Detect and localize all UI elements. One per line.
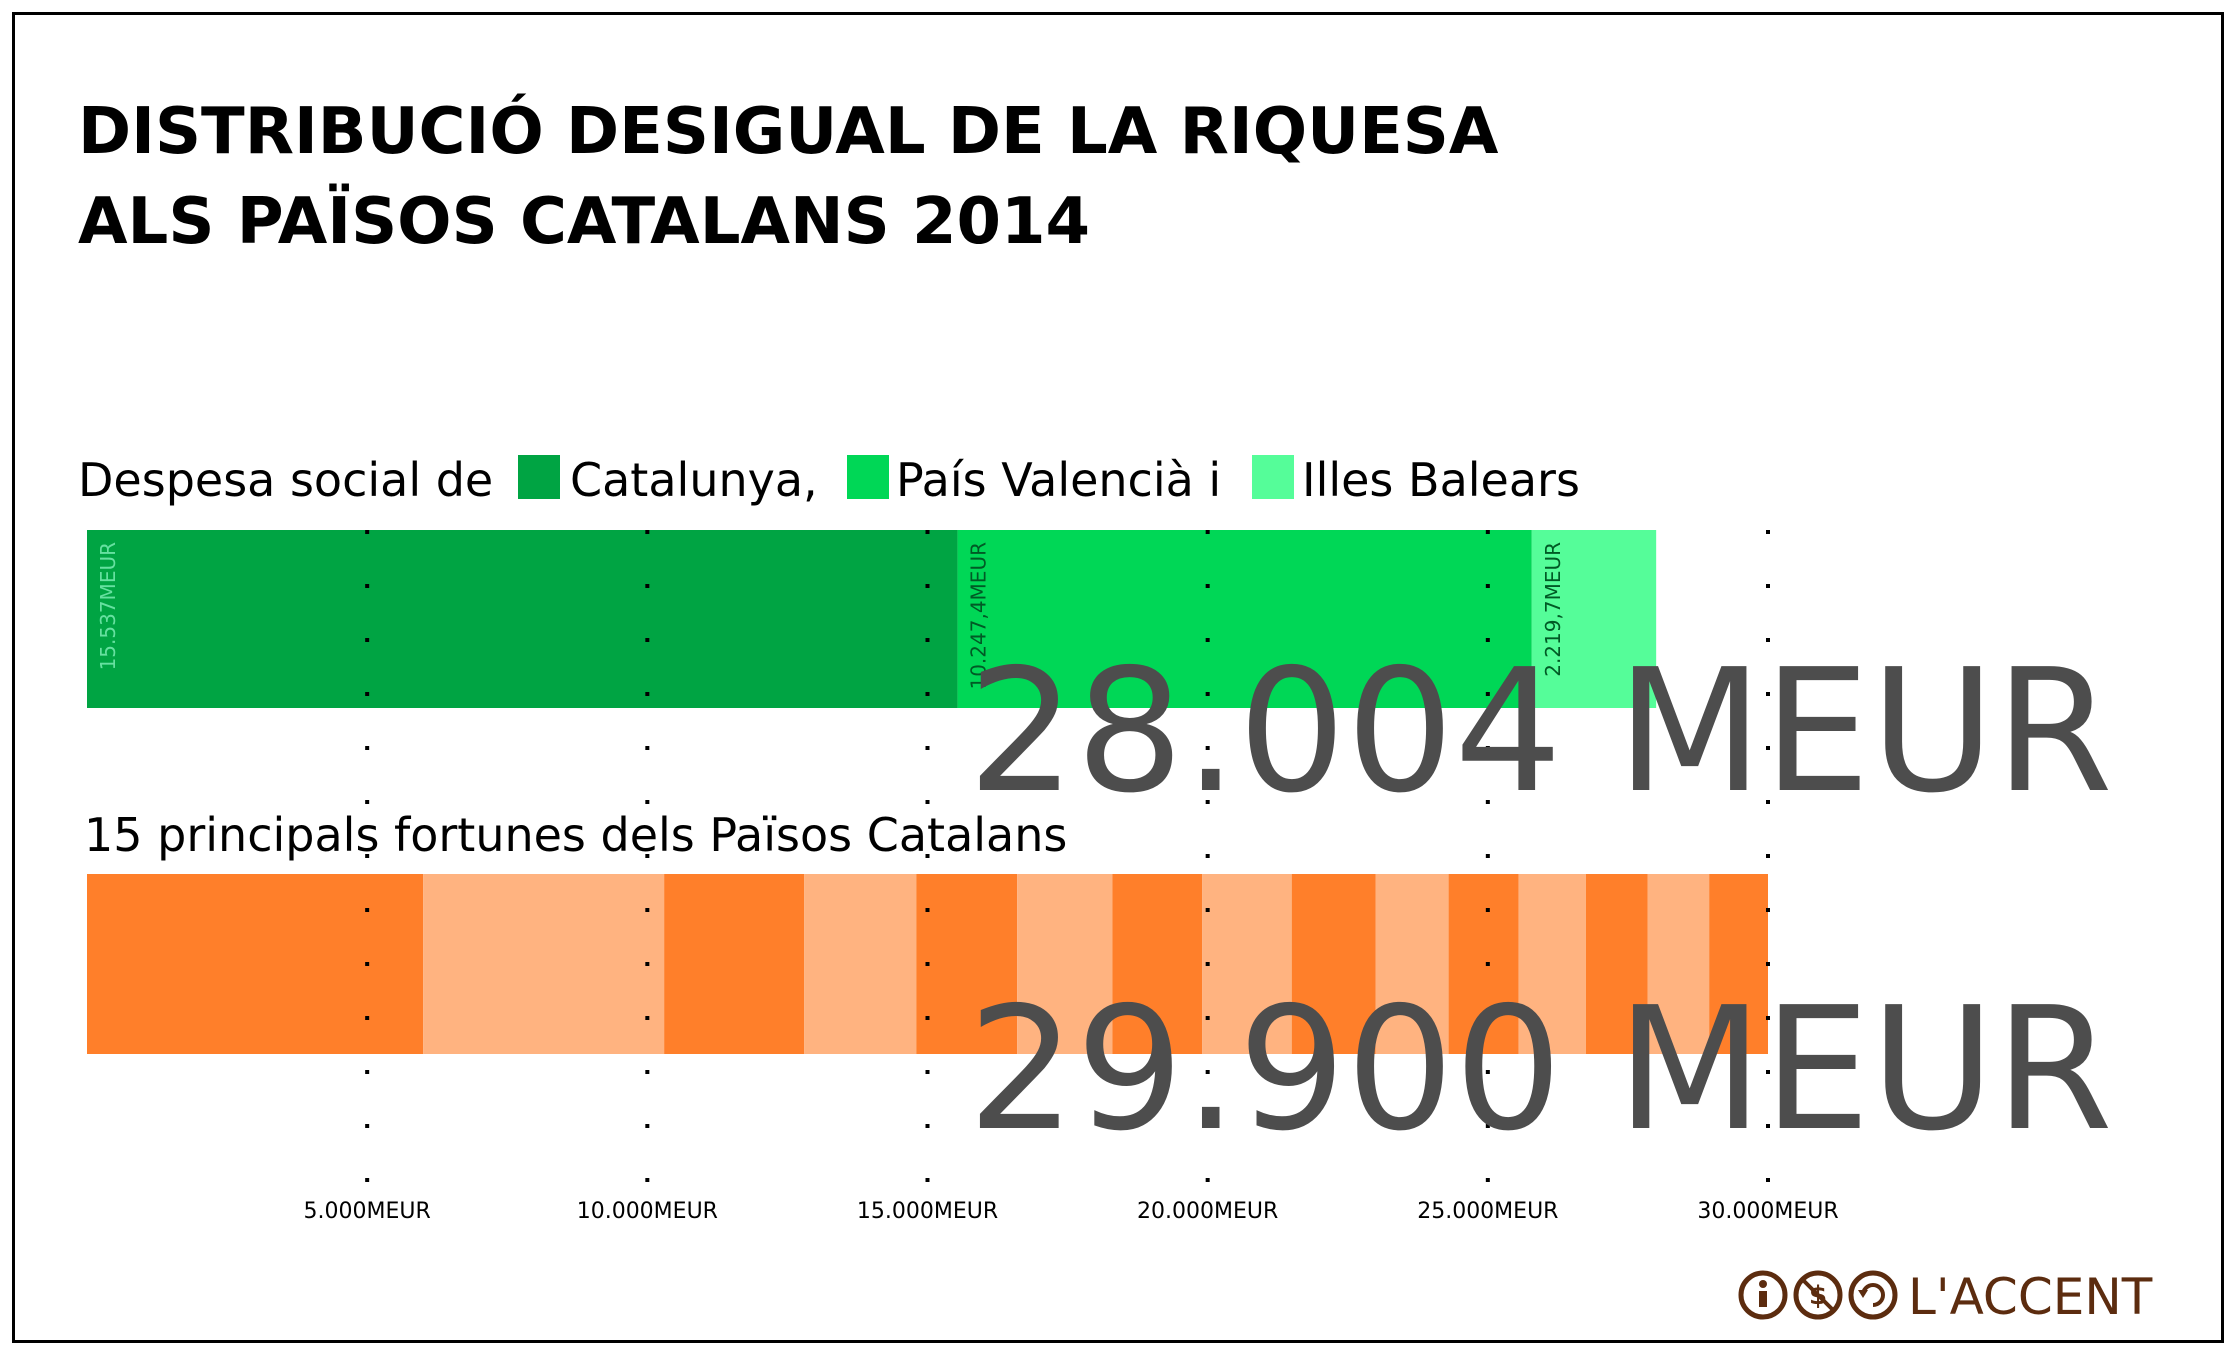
fortune-segment-14 [1647,874,1710,1054]
tick-label-4: 20.000MEUR [1137,1199,1278,1224]
social-spending-bar: 15.537MEUR 10.247,4MEUR 2.219,7MEUR [87,530,1657,708]
fortune-segment-12 [1518,874,1586,1054]
fortunes-total-label: 29.900 MEUR [967,971,2113,1169]
brand-logo: L'ACCENT [1908,1268,2153,1326]
dotted-gridlines [365,530,1770,1190]
tick-label-6: 30.000MEUR [1697,1199,1838,1224]
x-axis-ticks: 5.000MEUR 10.000MEUR 15.000MEUR 20.000MEUR 2… [304,1199,1839,1224]
social-segment-3 [1531,530,1657,708]
social-total-label: 28.004 MEUR [967,633,2113,831]
tick-label-5: 25.000MEUR [1417,1199,1558,1224]
legend-label-1: Catalunya, [570,453,818,507]
legend-swatch-2 [847,455,889,499]
cc-sa-icon [1848,1270,1898,1320]
fortune-segment-15 [1709,874,1768,1054]
legend-swatch-1 [518,455,560,499]
cc-nc-icon: $ [1793,1270,1843,1320]
fortune-segment-13 [1585,874,1648,1054]
legend-label-2: País Valencià i [896,453,1221,507]
chart-title-line-2: ALS PAÏSOS CATALANS 2014 [78,183,1090,259]
social-segment-label-2: 10.247,4MEUR [967,542,991,690]
social-segment-1 [87,530,958,708]
tick-label-3: 15.000MEUR [857,1199,998,1224]
fortune-segment-8 [1202,874,1292,1054]
fortune-segment-1 [87,874,424,1054]
chart-title-line-1: DISTRIBUCIÓ DESIGUAL DE LA RIQUESA [78,93,1499,169]
fortune-segment-6 [1017,874,1113,1054]
legend-swatch-3 [1252,455,1294,499]
social-segment-label-1: 15.537MEUR [96,542,120,671]
fortunes-bar [87,874,1768,1054]
fortune-segment-2 [423,874,665,1054]
fortunes-subtitle: 15 principals fortunes dels Països Catal… [84,808,1067,862]
fortune-segment-11 [1448,874,1519,1054]
cc-by-icon [1738,1270,1788,1320]
social-subtitle: Despesa social de [78,453,493,507]
fortune-segment-4 [804,874,917,1054]
fortune-segment-5 [916,874,1018,1054]
tick-label-2: 10.000MEUR [577,1199,718,1224]
social-segment-2 [957,530,1532,708]
fortune-segment-7 [1112,874,1203,1054]
legend-label-3: Illes Balears [1302,453,1580,507]
fortune-segment-3 [664,874,805,1054]
fortune-segment-10 [1375,874,1449,1054]
fortune-segment-9 [1291,874,1376,1054]
social-segment-label-3: 2.219,7MEUR [1541,542,1565,677]
tick-label-1: 5.000MEUR [304,1199,431,1224]
legend: Catalunya, País Valencià i Illes Balears [518,453,1580,507]
